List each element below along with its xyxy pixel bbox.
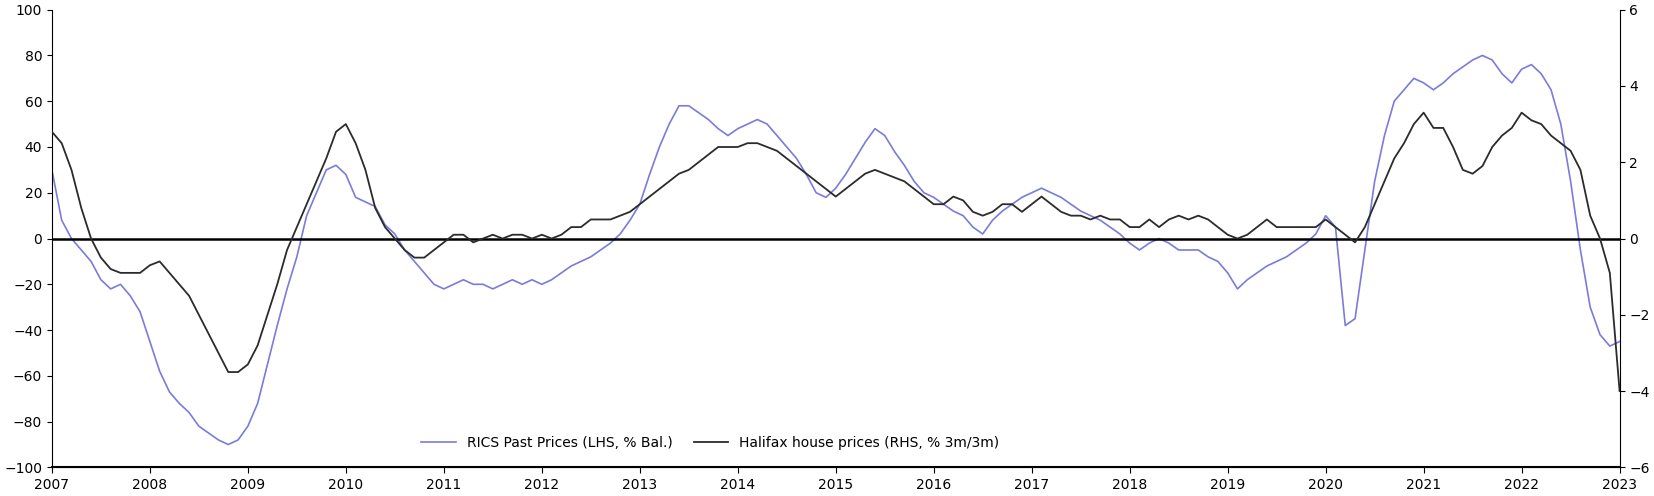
Halifax house prices (RHS, % 3m/3m) bbox=[41, 129, 61, 135]
Legend: RICS Past Prices (LHS, % Bal.), Halifax house prices (RHS, % 3m/3m): RICS Past Prices (LHS, % Bal.), Halifax … bbox=[415, 431, 1006, 456]
Halifax house prices (RHS, % 3m/3m) bbox=[620, 209, 640, 215]
RICS Past Prices (LHS, % Bal.) bbox=[1355, 247, 1374, 253]
RICS Past Prices (LHS, % Bal.) bbox=[1609, 339, 1629, 345]
Line: RICS Past Prices (LHS, % Bal.): RICS Past Prices (LHS, % Bal.) bbox=[51, 56, 1619, 444]
Halifax house prices (RHS, % 3m/3m) bbox=[1345, 240, 1365, 246]
Halifax house prices (RHS, % 3m/3m) bbox=[1414, 110, 1434, 116]
RICS Past Prices (LHS, % Bal.) bbox=[571, 258, 590, 264]
Halifax house prices (RHS, % 3m/3m) bbox=[1609, 388, 1629, 394]
Halifax house prices (RHS, % 3m/3m) bbox=[473, 236, 493, 242]
Halifax house prices (RHS, % 3m/3m) bbox=[1434, 125, 1454, 131]
Line: Halifax house prices (RHS, % 3m/3m): Halifax house prices (RHS, % 3m/3m) bbox=[51, 113, 1619, 391]
Halifax house prices (RHS, % 3m/3m) bbox=[1542, 132, 1561, 138]
RICS Past Prices (LHS, % Bal.) bbox=[483, 286, 503, 292]
Halifax house prices (RHS, % 3m/3m) bbox=[561, 224, 581, 230]
RICS Past Prices (LHS, % Bal.) bbox=[630, 201, 650, 207]
RICS Past Prices (LHS, % Bal.) bbox=[41, 167, 61, 173]
RICS Past Prices (LHS, % Bal.) bbox=[1551, 121, 1571, 127]
RICS Past Prices (LHS, % Bal.) bbox=[1434, 80, 1454, 86]
RICS Past Prices (LHS, % Bal.) bbox=[218, 441, 238, 447]
RICS Past Prices (LHS, % Bal.) bbox=[1472, 53, 1492, 59]
